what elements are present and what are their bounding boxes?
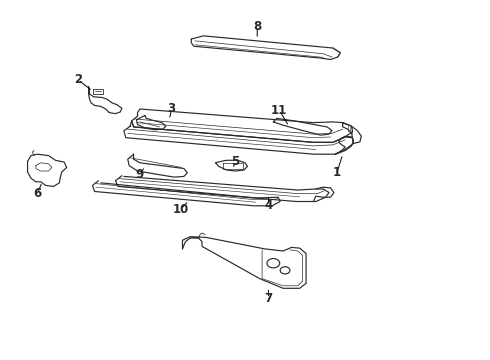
Text: 4: 4 bbox=[264, 199, 272, 212]
Text: 3: 3 bbox=[168, 102, 176, 115]
Text: 7: 7 bbox=[265, 292, 272, 305]
Text: 11: 11 bbox=[271, 104, 287, 117]
Text: 5: 5 bbox=[231, 155, 239, 168]
Text: 10: 10 bbox=[172, 203, 189, 216]
Text: 9: 9 bbox=[136, 168, 144, 181]
Text: 6: 6 bbox=[33, 187, 42, 200]
Text: 8: 8 bbox=[253, 20, 261, 33]
Text: 1: 1 bbox=[333, 166, 341, 179]
Text: 2: 2 bbox=[74, 73, 82, 86]
